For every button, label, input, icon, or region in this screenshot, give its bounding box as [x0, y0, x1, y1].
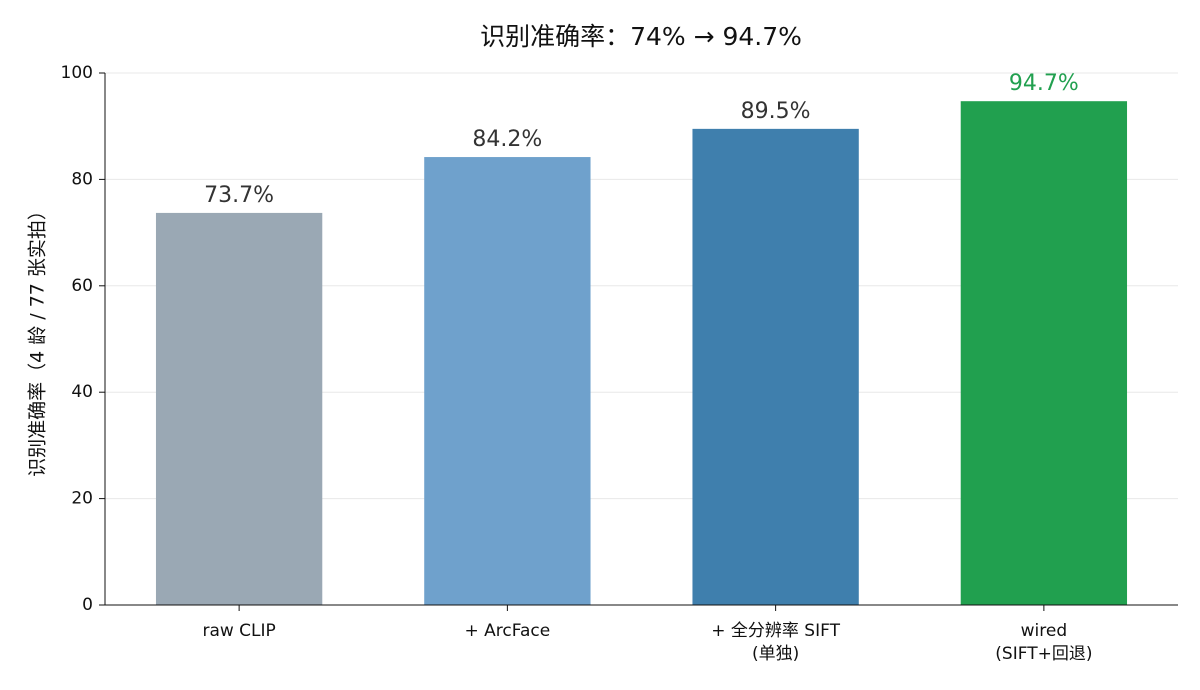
chart-title: 识别准确率：74% → 94.7%: [480, 22, 802, 51]
value-label: 73.7%: [204, 183, 274, 208]
y-axis-label: 识别准确率（4 龄 / 77 张实拍）: [27, 201, 49, 477]
bar: [155, 212, 323, 605]
y-tick-label: 20: [71, 489, 93, 509]
x-tick-label: wired (SIFT+回退): [995, 621, 1092, 664]
y-tick-label: 80: [71, 169, 93, 189]
bar: [692, 128, 859, 606]
x-tick-label: + ArcFace: [465, 621, 551, 641]
x-tick-label: raw CLIP: [202, 621, 275, 641]
value-label: 94.7%: [1009, 71, 1079, 96]
value-label: 84.2%: [472, 127, 542, 152]
y-tick-label: 100: [61, 63, 93, 83]
y-tick-label: 40: [71, 382, 93, 402]
bar: [424, 157, 591, 605]
x-tick-label: + 全分辨率 SIFT (单独): [711, 621, 840, 664]
bar: [960, 101, 1128, 606]
value-label: 89.5%: [741, 99, 811, 124]
y-tick-label: 0: [82, 595, 93, 615]
y-tick-label: 60: [71, 276, 93, 296]
